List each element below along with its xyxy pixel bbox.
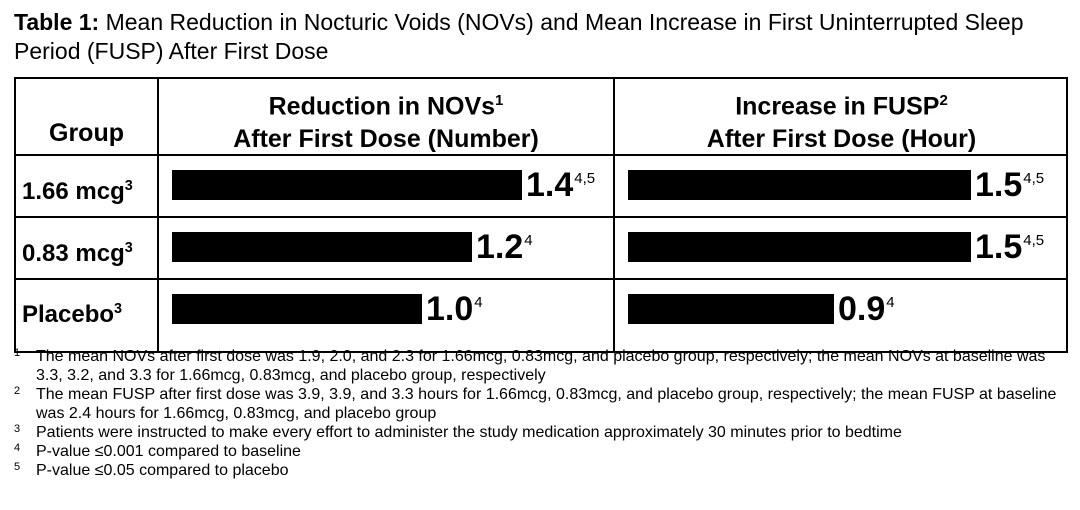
row-divider (16, 278, 1066, 280)
footnotes: 1 The mean NOVs after first dose was 1.9,… (14, 347, 1070, 480)
column-divider (613, 79, 615, 351)
title-prefix: Table 1: (14, 9, 100, 35)
fusp-bar (628, 170, 971, 200)
fusp-header-sup: 2 (939, 92, 948, 109)
table-title: Table 1: Mean Reduction in Nocturic Void… (14, 8, 1064, 66)
nov-bar (172, 170, 522, 200)
nov-value-label: 1.24 (476, 228, 533, 266)
footnote: 1 The mean NOVs after first dose was 1.9,… (14, 347, 1046, 384)
group-header: Group (49, 119, 124, 147)
nov-header-sup: 1 (495, 92, 504, 109)
nov-header: Reduction in NOVs1 After First Dose (Num… (159, 84, 613, 156)
footnote: 2 The mean FUSP after first dose was 3.9,… (14, 385, 1057, 422)
fusp-bar (628, 232, 971, 262)
title-text: Mean Reduction in Nocturic Voids (NOVs) … (14, 9, 1024, 64)
fusp-bar (628, 294, 834, 324)
group-label: Placebo3 (22, 301, 123, 328)
fusp-header-line1: Increase in FUSP (735, 92, 940, 121)
column-divider (157, 79, 159, 351)
fusp-header: Increase in FUSP2 After First Dose (Hour… (615, 84, 1068, 156)
group-label: 0.83 mcg3 (22, 240, 133, 267)
results-table: Group Reduction in NOVs1 After First Dos… (14, 77, 1068, 353)
nov-value-label: 1.04 (426, 290, 483, 328)
footnote: 5 P-value ≤0.05 compared to placebo (14, 461, 289, 479)
nov-header-line2: After First Dose (Number) (233, 125, 539, 154)
nov-bar (172, 294, 422, 324)
group-label: 1.66 mcg3 (22, 178, 133, 205)
fusp-value-label: 1.54,5 (975, 228, 1045, 266)
row-divider (16, 154, 1066, 156)
footnote: 3 Patients were instructed to make every … (14, 423, 902, 441)
row-divider (16, 216, 1066, 218)
fusp-value-label: 0.94 (838, 290, 895, 328)
nov-header-line1: Reduction in NOVs (268, 92, 496, 121)
fusp-value-label: 1.54,5 (975, 166, 1045, 204)
nov-value-label: 1.44,5 (526, 166, 596, 204)
footnote: 4 P-value ≤0.001 compared to baseline (14, 442, 301, 460)
fusp-header-line2: After First Dose (Hour) (706, 125, 977, 154)
nov-bar (172, 232, 472, 262)
